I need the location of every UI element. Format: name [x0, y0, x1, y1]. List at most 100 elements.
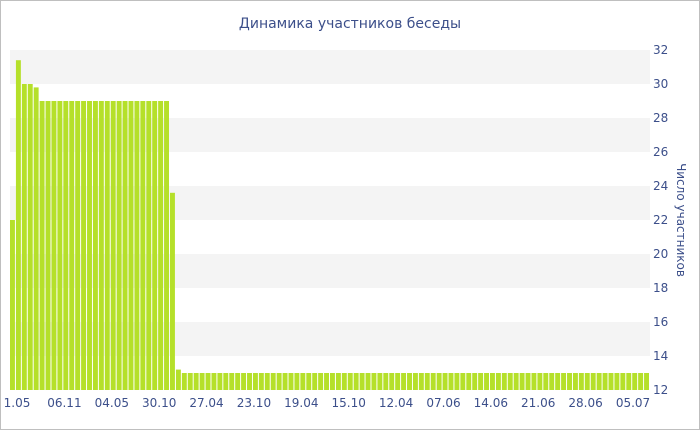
- bar[interactable]: [27, 84, 33, 390]
- bar[interactable]: [110, 101, 116, 390]
- bar[interactable]: [33, 87, 39, 391]
- bar[interactable]: [81, 101, 87, 390]
- bar[interactable]: [507, 373, 513, 390]
- bar[interactable]: [341, 373, 347, 390]
- bar[interactable]: [104, 101, 110, 390]
- bar[interactable]: [205, 373, 211, 390]
- bar[interactable]: [353, 373, 359, 390]
- bar[interactable]: [608, 373, 614, 390]
- bar[interactable]: [87, 101, 92, 390]
- bar[interactable]: [590, 373, 596, 390]
- bar[interactable]: [567, 373, 572, 390]
- bar[interactable]: [537, 373, 543, 390]
- bar[interactable]: [466, 373, 472, 390]
- bar[interactable]: [282, 373, 288, 390]
- bar[interactable]: [252, 373, 258, 390]
- bar[interactable]: [258, 373, 264, 390]
- bar[interactable]: [596, 373, 602, 390]
- bar[interactable]: [448, 373, 454, 390]
- bar[interactable]: [223, 373, 229, 390]
- bar[interactable]: [63, 101, 69, 390]
- bar[interactable]: [69, 101, 75, 390]
- bar[interactable]: [294, 373, 300, 390]
- bar[interactable]: [389, 373, 395, 390]
- bar[interactable]: [365, 373, 371, 390]
- bar[interactable]: [181, 373, 187, 390]
- bar[interactable]: [495, 373, 501, 390]
- bar[interactable]: [472, 373, 478, 390]
- bar[interactable]: [75, 101, 81, 390]
- bar[interactable]: [270, 373, 276, 390]
- bar[interactable]: [531, 373, 537, 390]
- bar[interactable]: [122, 101, 128, 390]
- bar[interactable]: [454, 373, 460, 390]
- bar[interactable]: [638, 373, 644, 390]
- bar[interactable]: [484, 373, 489, 390]
- bar[interactable]: [140, 101, 146, 390]
- bar[interactable]: [318, 373, 324, 390]
- bar[interactable]: [620, 373, 626, 390]
- bar[interactable]: [187, 373, 193, 390]
- bar[interactable]: [164, 101, 169, 390]
- bar[interactable]: [383, 373, 389, 390]
- bar[interactable]: [371, 373, 377, 390]
- bar[interactable]: [644, 373, 649, 390]
- bar[interactable]: [519, 373, 525, 390]
- bar[interactable]: [193, 373, 199, 390]
- bar[interactable]: [300, 373, 306, 390]
- bar[interactable]: [572, 373, 578, 390]
- bar[interactable]: [324, 373, 329, 390]
- bar[interactable]: [330, 373, 335, 390]
- bar[interactable]: [543, 373, 549, 390]
- bar[interactable]: [57, 101, 63, 390]
- bar[interactable]: [235, 373, 241, 390]
- bar[interactable]: [359, 373, 365, 390]
- bar[interactable]: [211, 373, 217, 390]
- bar[interactable]: [578, 373, 584, 390]
- bar[interactable]: [146, 101, 152, 390]
- bar[interactable]: [312, 373, 318, 390]
- bar[interactable]: [276, 373, 282, 390]
- bar[interactable]: [10, 220, 15, 390]
- bar[interactable]: [460, 373, 466, 390]
- bar[interactable]: [247, 373, 252, 390]
- bar[interactable]: [418, 373, 424, 390]
- bar[interactable]: [288, 373, 294, 390]
- bar[interactable]: [264, 373, 270, 390]
- bar[interactable]: [513, 373, 519, 390]
- bar[interactable]: [430, 373, 436, 390]
- bar[interactable]: [561, 373, 567, 390]
- bar[interactable]: [602, 373, 608, 390]
- bar[interactable]: [175, 369, 181, 390]
- bar[interactable]: [134, 101, 140, 390]
- bar[interactable]: [335, 373, 341, 390]
- bar[interactable]: [555, 373, 561, 390]
- bar[interactable]: [395, 373, 401, 390]
- bar[interactable]: [436, 373, 442, 390]
- bar[interactable]: [632, 373, 638, 390]
- bar[interactable]: [15, 60, 21, 390]
- bar[interactable]: [377, 373, 383, 390]
- bar[interactable]: [45, 101, 51, 390]
- bar[interactable]: [478, 373, 484, 390]
- bar[interactable]: [158, 101, 164, 390]
- bar[interactable]: [39, 101, 45, 390]
- bar[interactable]: [98, 101, 104, 390]
- bar[interactable]: [501, 373, 507, 390]
- bar[interactable]: [525, 373, 531, 390]
- bar[interactable]: [626, 373, 632, 390]
- bar[interactable]: [412, 373, 418, 390]
- bar[interactable]: [241, 373, 247, 390]
- bar[interactable]: [584, 373, 590, 390]
- bar[interactable]: [229, 373, 235, 390]
- bar[interactable]: [199, 373, 205, 390]
- bar[interactable]: [51, 101, 57, 390]
- bar[interactable]: [92, 101, 98, 390]
- bar[interactable]: [424, 373, 430, 390]
- bar[interactable]: [306, 373, 312, 390]
- bar[interactable]: [490, 373, 495, 390]
- bar[interactable]: [407, 373, 412, 390]
- bar[interactable]: [152, 101, 158, 390]
- bar[interactable]: [116, 101, 122, 390]
- bar[interactable]: [347, 373, 353, 390]
